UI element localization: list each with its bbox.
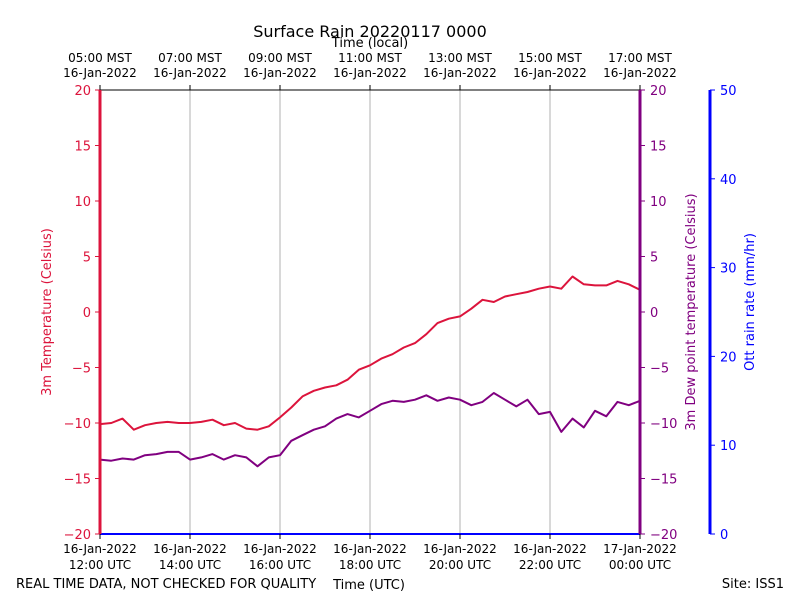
footer-site-label: Site: ISS1 bbox=[722, 577, 784, 592]
top-tick-time: 09:00 MST bbox=[248, 51, 312, 65]
temperature-series-line bbox=[99, 275, 641, 431]
bottom-tick-date: 16-Jan-2022 bbox=[63, 542, 137, 556]
dewpoint-axis-tick-label: −10 bbox=[650, 417, 677, 432]
top-tick-time: 05:00 MST bbox=[68, 51, 132, 65]
dewpoint-axis-tick-label: 20 bbox=[650, 84, 667, 99]
dewpoint-axis-tick-label: 0 bbox=[650, 306, 658, 321]
left-axis-tick-label: 0 bbox=[83, 306, 91, 321]
series-layer bbox=[99, 275, 641, 468]
left-axis-tick-label: −5 bbox=[72, 362, 91, 377]
rain-axis-label: Ott rain rate (mm/hr) bbox=[743, 233, 758, 371]
dewpoint-axis-label: 3m Dew point temperature (Celsius) bbox=[684, 193, 699, 430]
rain-axis-tick-label: 30 bbox=[720, 262, 737, 277]
top-tick-time: 15:00 MST bbox=[518, 51, 582, 65]
bottom-tick-time: 18:00 UTC bbox=[339, 558, 401, 572]
dewpoint-axis-tick-label: −15 bbox=[650, 473, 677, 488]
rain-axis-tick-label: 0 bbox=[720, 528, 728, 543]
left-axis-tick-label: −15 bbox=[64, 473, 91, 488]
top-tick-date: 16-Jan-2022 bbox=[243, 66, 317, 80]
rain-axis-tick-label: 20 bbox=[720, 350, 737, 365]
footer-quality-note: REAL TIME DATA, NOT CHECKED FOR QUALITY bbox=[16, 577, 316, 592]
left-axis-tick-label: 5 bbox=[83, 251, 91, 266]
x-axis-label: Time (UTC) bbox=[332, 578, 405, 593]
plot-frame bbox=[98, 89, 712, 535]
dewpoint-axis-tick-label: −5 bbox=[650, 362, 669, 377]
rain-axis-tick-label: 10 bbox=[720, 439, 737, 454]
rain-axis-tick-label: 50 bbox=[720, 84, 737, 99]
bottom-tick-date: 16-Jan-2022 bbox=[423, 542, 497, 556]
dewpoint-axis-tick-label: 5 bbox=[650, 251, 658, 266]
top-tick-date: 16-Jan-2022 bbox=[333, 66, 407, 80]
left-axis-tick-label: −10 bbox=[64, 417, 91, 432]
bottom-tick-time: 20:00 UTC bbox=[429, 558, 491, 572]
top-tick-date: 16-Jan-2022 bbox=[153, 66, 227, 80]
top-tick-date: 16-Jan-2022 bbox=[603, 66, 677, 80]
bottom-tick-time: 16:00 UTC bbox=[249, 558, 311, 572]
dewpoint-axis-tick-label: −20 bbox=[650, 528, 677, 543]
dewpoint-axis-tick-label: 10 bbox=[650, 195, 667, 210]
top-tick-time: 17:00 MST bbox=[608, 51, 672, 65]
left-axis-tick-label: −20 bbox=[64, 528, 91, 543]
bottom-tick-date: 16-Jan-2022 bbox=[333, 542, 407, 556]
bottom-tick-time: 22:00 UTC bbox=[519, 558, 581, 572]
bottom-tick-date: 16-Jan-2022 bbox=[513, 542, 587, 556]
top-tick-time: 13:00 MST bbox=[428, 51, 492, 65]
dewpoint-series-line bbox=[99, 392, 641, 468]
left-axis-tick-label: 15 bbox=[74, 140, 91, 155]
bottom-tick-date: 16-Jan-2022 bbox=[243, 542, 317, 556]
left-axis-label: 3m Temperature (Celsius) bbox=[40, 228, 55, 396]
bottom-tick-date: 17-Jan-2022 bbox=[603, 542, 677, 556]
left-axis-tick-label: 10 bbox=[74, 195, 91, 210]
top-axis-label: Time (local) bbox=[331, 36, 408, 51]
grid-lines bbox=[189, 90, 551, 534]
axis-ticks: −20 −15 −10 −5 0 5 10 15 20 −20 −15 −10 −5 0 5 10 15 20 0 1… bbox=[63, 51, 736, 572]
top-tick-date: 16-Jan-2022 bbox=[423, 66, 497, 80]
top-tick-date: 16-Jan-2022 bbox=[63, 66, 137, 80]
rain-axis-tick-label: 40 bbox=[720, 173, 737, 188]
top-tick-date: 16-Jan-2022 bbox=[513, 66, 587, 80]
bottom-tick-time: 14:00 UTC bbox=[159, 558, 221, 572]
bottom-tick-time: 12:00 UTC bbox=[69, 558, 131, 572]
bottom-tick-date: 16-Jan-2022 bbox=[153, 542, 227, 556]
left-axis-tick-label: 20 bbox=[74, 84, 91, 99]
chart-title: Surface Rain 20220117 0000 bbox=[253, 22, 487, 41]
dewpoint-axis-tick-label: 15 bbox=[650, 140, 667, 155]
top-tick-time: 07:00 MST bbox=[158, 51, 222, 65]
bottom-tick-time: 00:00 UTC bbox=[609, 558, 671, 572]
top-tick-time: 11:00 MST bbox=[338, 51, 402, 65]
